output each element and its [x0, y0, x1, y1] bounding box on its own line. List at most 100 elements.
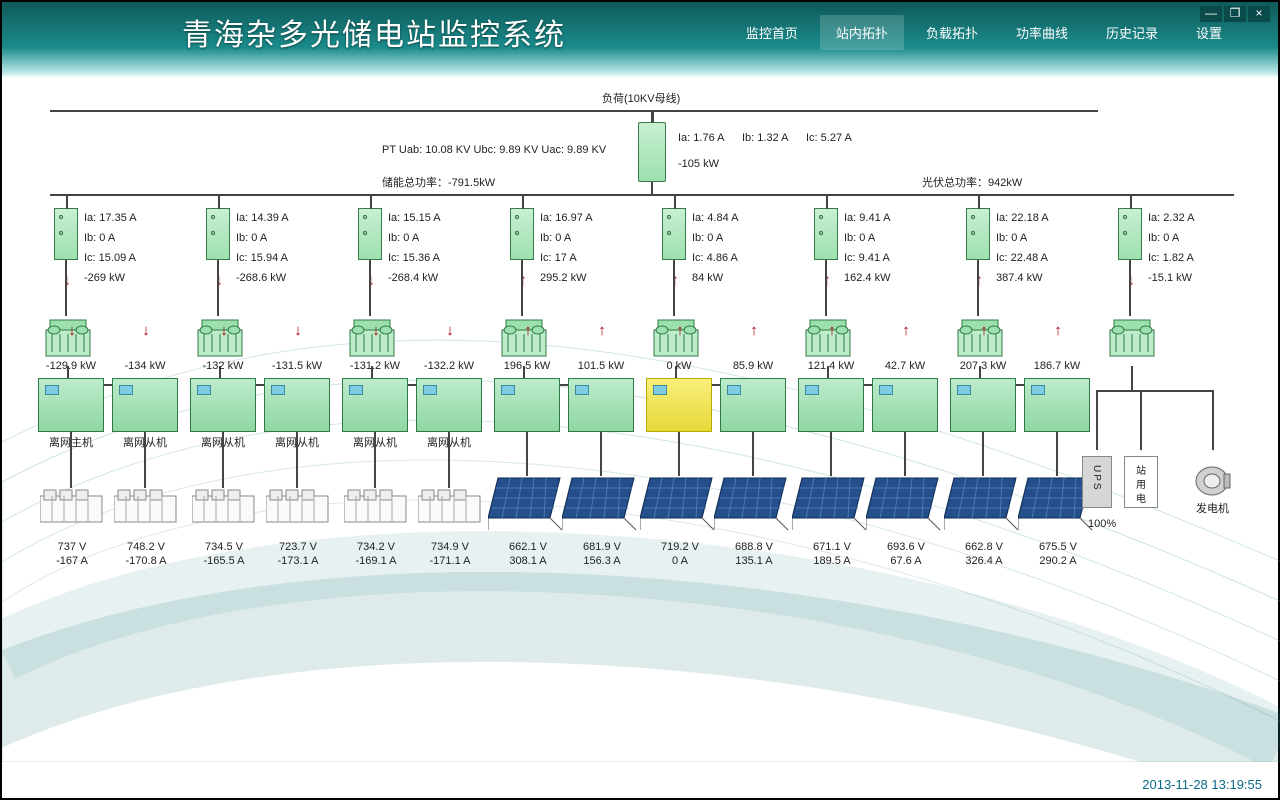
unit-kw-4-1: 85.9 kW	[720, 360, 786, 372]
battery-1-1[interactable]	[266, 488, 330, 524]
station-power[interactable]: 站用电	[1124, 456, 1158, 508]
nav-0[interactable]: 监控首页	[730, 15, 814, 50]
battery-1-0[interactable]	[192, 488, 256, 524]
main-ib: Ib: 1.32 A	[742, 132, 788, 144]
unit-readout-3-1: 681.9 V156.3 A	[566, 540, 638, 568]
generator-label: 发电机	[1196, 500, 1229, 516]
unit-readout-6-0: 662.8 V326.4 A	[948, 540, 1020, 568]
unit-readout-2-0: 734.2 V-169.1 A	[340, 540, 412, 568]
unit-arrow-5-1: ↑	[900, 322, 912, 339]
solar-panel-5-0[interactable]	[792, 476, 872, 532]
cabinet-3[interactable]	[510, 208, 534, 260]
main-down	[651, 182, 653, 194]
inverter-4-1[interactable]	[720, 378, 786, 432]
unit-arrow-3-0: ↑	[522, 322, 534, 339]
cabinet-6[interactable]	[966, 208, 990, 260]
main-kw: -105 kW	[678, 158, 719, 170]
generator[interactable]	[1192, 464, 1232, 498]
inverter-1-0[interactable]	[190, 378, 256, 432]
unit-kw-5-0: 121.4 kW	[798, 360, 864, 372]
pt-readings: PT Uab: 10.08 KV Ubc: 9.89 KV Uac: 9.89 …	[382, 144, 606, 156]
unit-arrow-4-1: ↑	[748, 322, 760, 339]
inverter-3-1[interactable]	[568, 378, 634, 432]
cabinet-2[interactable]	[358, 208, 382, 260]
battery-2-1[interactable]	[418, 488, 482, 524]
inverter-3-0[interactable]	[494, 378, 560, 432]
header: 青海杂多光储电站监控系统 监控首页站内拓扑负载拓扑功率曲线历史记录设置	[2, 2, 1278, 78]
battery-0-1[interactable]	[114, 488, 178, 524]
topology-stage: 负荷(10KV母线) PT Uab: 10.08 KV Ubc: 9.89 KV…	[2, 78, 1278, 798]
inverter-0-0[interactable]	[38, 378, 104, 432]
nav-1[interactable]: 站内拓扑	[820, 15, 904, 50]
inverter-5-0[interactable]	[798, 378, 864, 432]
battery-0-0[interactable]	[40, 488, 104, 524]
nav-3[interactable]: 功率曲线	[1000, 15, 1084, 50]
unit-arrow-4-0: ↑	[674, 322, 686, 339]
close-button[interactable]: ×	[1248, 6, 1270, 22]
inverter-2-1[interactable]	[416, 378, 482, 432]
minimize-button[interactable]: —	[1200, 6, 1222, 22]
unit-arrow-6-1: ↑	[1052, 322, 1064, 339]
bus-10kv	[50, 110, 1098, 112]
cabinet-0[interactable]	[54, 208, 78, 260]
solar-panel-4-0[interactable]	[640, 476, 720, 532]
unit-kw-2-0: -131.2 kW	[342, 360, 408, 372]
load-bus-label: 负荷(10KV母线)	[602, 90, 680, 106]
solar-panel-3-0[interactable]	[488, 476, 568, 532]
cabinet-1[interactable]	[206, 208, 230, 260]
cab-readings-2: Ia: 15.15 AIb: 0 AIc: 15.36 A-268.4 kW	[388, 208, 441, 288]
unit-arrow-3-1: ↑	[596, 322, 608, 339]
unit-kw-0-0: -129.9 kW	[38, 360, 104, 372]
unit-kw-6-0: 207.3 kW	[950, 360, 1016, 372]
nav-2[interactable]: 负载拓扑	[910, 15, 994, 50]
main-breaker[interactable]	[638, 122, 666, 182]
inverter-5-1[interactable]	[872, 378, 938, 432]
unit-readout-0-0: 737 V-167 A	[36, 540, 108, 568]
unit-readout-5-0: 671.1 V189.5 A	[796, 540, 868, 568]
cab-readings-0: Ia: 17.35 AIb: 0 AIc: 15.09 A-269 kW	[84, 208, 137, 288]
transformer-7[interactable]	[1108, 316, 1156, 366]
unit-readout-4-0: 719.2 V0 A	[644, 540, 716, 568]
cab-readings-6: Ia: 22.18 AIb: 0 AIc: 22.48 A387.4 kW	[996, 208, 1049, 288]
unit-kw-0-1: -134 kW	[112, 360, 178, 372]
pv-total: 光伏总功率：942kW	[922, 174, 1022, 190]
unit-readout-2-1: 734.9 V-171.1 A	[414, 540, 486, 568]
inverter-2-0[interactable]	[342, 378, 408, 432]
unit-arrow-2-1: ↓	[444, 322, 456, 339]
unit-readout-1-0: 734.5 V-165.5 A	[188, 540, 260, 568]
solar-panel-3-1[interactable]	[562, 476, 642, 532]
inverter-6-0[interactable]	[950, 378, 1016, 432]
cab-readings-4: Ia: 4.84 AIb: 0 AIc: 4.86 A84 kW	[692, 208, 738, 288]
unit-readout-0-1: 748.2 V-170.8 A	[110, 540, 182, 568]
unit-arrow-2-0: ↓	[370, 322, 382, 339]
ups-pct: 100%	[1088, 518, 1116, 530]
unit-kw-1-0: -132 kW	[190, 360, 256, 372]
ups[interactable]: UPS	[1082, 456, 1112, 508]
inverter-4-0[interactable]	[646, 378, 712, 432]
storage-total: 储能总功率：-791.5kW	[382, 174, 495, 190]
timestamp: 2013-11-28 13:19:55	[1142, 777, 1262, 792]
cab-readings-1: Ia: 14.39 AIb: 0 AIc: 15.94 A-268.6 kW	[236, 208, 289, 288]
battery-2-0[interactable]	[344, 488, 408, 524]
unit-arrow-0-0: ↓	[66, 322, 78, 339]
inverter-6-1[interactable]	[1024, 378, 1090, 432]
unit-arrow-5-0: ↑	[826, 322, 838, 339]
unit-readout-3-0: 662.1 V308.1 A	[492, 540, 564, 568]
unit-readout-4-1: 688.8 V135.1 A	[718, 540, 790, 568]
solar-panel-5-1[interactable]	[866, 476, 946, 532]
inverter-1-1[interactable]	[264, 378, 330, 432]
solar-panel-6-0[interactable]	[944, 476, 1024, 532]
unit-arrow-0-1: ↓	[140, 322, 152, 339]
cab-readings-5: Ia: 9.41 AIb: 0 AIc: 9.41 A162.4 kW	[844, 208, 890, 288]
cabinet-4[interactable]	[662, 208, 686, 260]
maximize-button[interactable]: ❐	[1224, 6, 1246, 22]
cabinet-5[interactable]	[814, 208, 838, 260]
unit-kw-1-1: -131.5 kW	[264, 360, 330, 372]
unit-kw-4-0: 0 kW	[646, 360, 712, 372]
main-ia: Ia: 1.76 A	[678, 132, 724, 144]
inverter-0-1[interactable]	[112, 378, 178, 432]
cabinet-7[interactable]	[1118, 208, 1142, 260]
app-title: 青海杂多光储电站监控系统	[182, 10, 566, 54]
nav-4[interactable]: 历史记录	[1090, 15, 1174, 50]
solar-panel-4-1[interactable]	[714, 476, 794, 532]
